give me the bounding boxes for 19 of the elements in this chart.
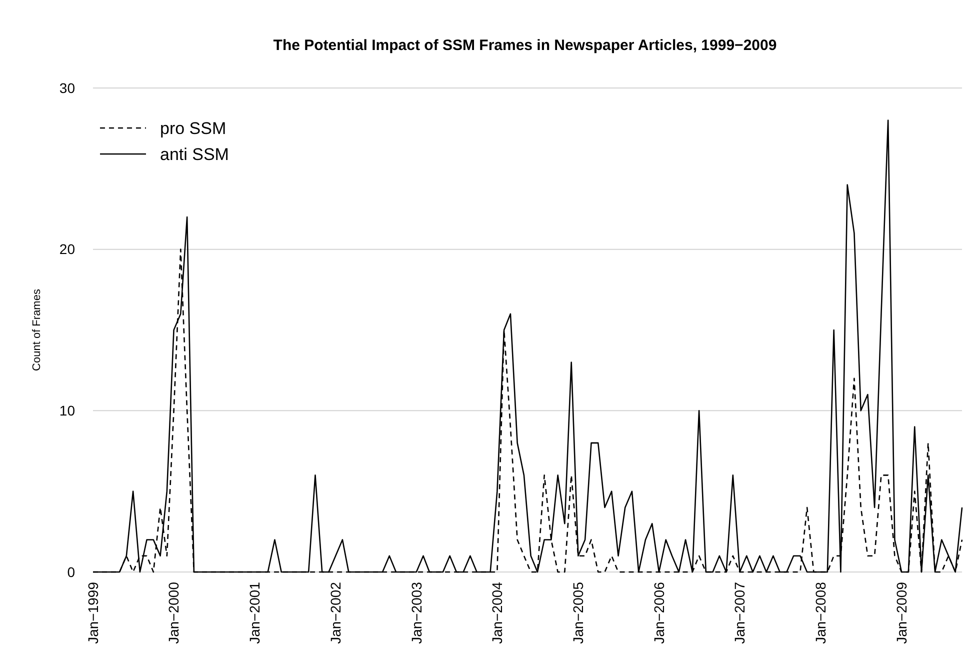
x-tick-label: Jan−2003 [408, 582, 424, 644]
x-tick-label: Jan−2000 [166, 582, 182, 644]
x-tick-label: Jan−2005 [570, 582, 586, 644]
legend-label: anti SSM [160, 144, 229, 164]
x-tick-label: Jan−1999 [84, 582, 101, 644]
y-tick-label: 0 [67, 564, 76, 580]
y-tick-label: 20 [59, 241, 76, 258]
legend-label: pro SSM [160, 118, 226, 138]
x-tick-label: Jan−2009 [893, 582, 910, 644]
chart-title: The Potential Impact of SSM Frames in Newspaper Articles, 1999−2009 [273, 37, 777, 54]
y-tick-label: 30 [59, 80, 76, 96]
x-tick-label: Jan−2004 [489, 582, 506, 644]
y-axis-title: Count of Frames [31, 288, 43, 371]
x-tick-label: Jan−2002 [327, 582, 344, 644]
x-tick-label: Jan−2007 [732, 582, 748, 644]
x-tick-label: Jan−2008 [812, 582, 828, 644]
x-tick-label: Jan−2001 [246, 582, 263, 644]
x-tick-label: Jan−2006 [650, 582, 667, 644]
y-tick-label: 10 [59, 402, 76, 419]
